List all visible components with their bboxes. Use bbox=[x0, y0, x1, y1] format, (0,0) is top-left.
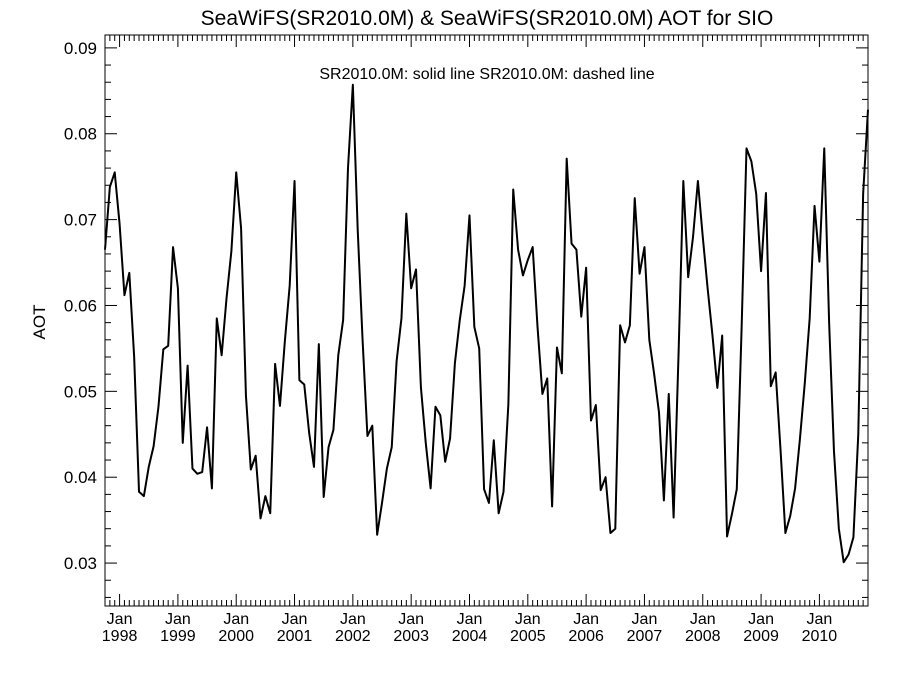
x-tick-label-year: 1999 bbox=[160, 628, 196, 645]
x-tick-label-month: Jan bbox=[807, 611, 833, 628]
x-tick-label-month: Jan bbox=[515, 611, 541, 628]
y-axis-label: AOT bbox=[30, 305, 49, 340]
series-layer bbox=[104, 83, 869, 564]
x-tick-label-month: Jan bbox=[690, 611, 716, 628]
x-tick-label-year: 2004 bbox=[452, 628, 488, 645]
x-tick-label-year: 1998 bbox=[102, 628, 138, 645]
x-tick-label-year: 2008 bbox=[685, 628, 721, 645]
legend-text: SR2010.0M: solid line SR2010.0M: dashed … bbox=[319, 66, 654, 83]
axis-ticks: 0.030.040.050.060.070.080.09Jan1998Jan19… bbox=[64, 35, 869, 645]
x-tick-label-month: Jan bbox=[748, 611, 774, 628]
x-tick-label-month: Jan bbox=[573, 611, 599, 628]
x-tick-label-year: 2009 bbox=[743, 628, 779, 645]
y-tick-label: 0.06 bbox=[64, 296, 97, 315]
x-tick-label-year: 2003 bbox=[393, 628, 429, 645]
x-tick-label-month: Jan bbox=[398, 611, 424, 628]
x-tick-label-year: 2002 bbox=[335, 628, 371, 645]
x-tick-label-month: Jan bbox=[457, 611, 483, 628]
chart-title: SeaWiFS(SR2010.0M) & SeaWiFS(SR2010.0M) … bbox=[201, 7, 774, 30]
y-tick-label: 0.05 bbox=[64, 382, 97, 401]
y-tick-label: 0.07 bbox=[64, 211, 97, 230]
series-line-solid bbox=[104, 83, 869, 564]
x-tick-label-month: Jan bbox=[340, 611, 366, 628]
x-tick-label-year: 2005 bbox=[510, 628, 546, 645]
x-tick-label-month: Jan bbox=[107, 611, 133, 628]
x-tick-label-month: Jan bbox=[632, 611, 658, 628]
y-tick-label: 0.09 bbox=[64, 39, 97, 58]
x-tick-label-month: Jan bbox=[165, 611, 191, 628]
x-tick-label-month: Jan bbox=[223, 611, 249, 628]
y-tick-label: 0.08 bbox=[64, 125, 97, 144]
y-tick-label: 0.03 bbox=[64, 554, 97, 573]
x-tick-label-year: 2001 bbox=[277, 628, 313, 645]
y-tick-label: 0.04 bbox=[64, 468, 97, 487]
x-tick-label-month: Jan bbox=[282, 611, 308, 628]
x-tick-label-year: 2007 bbox=[627, 628, 663, 645]
x-tick-label-year: 2006 bbox=[568, 628, 604, 645]
plot-frame bbox=[104, 34, 869, 607]
x-tick-label-year: 2010 bbox=[802, 628, 838, 645]
x-tick-label-year: 2000 bbox=[218, 628, 254, 645]
